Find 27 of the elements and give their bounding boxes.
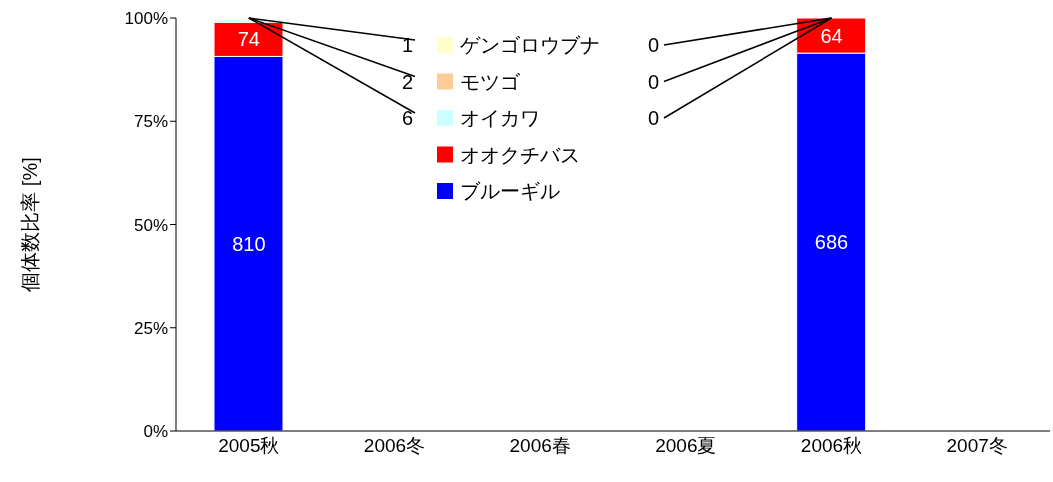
y-tick-label: 100%	[124, 9, 168, 29]
y-axis-title: 個体数比率 [%]	[19, 157, 42, 292]
y-tick-label: 50%	[133, 215, 168, 235]
annotation: 1	[401, 34, 413, 56]
x-tick-label: 2006冬	[363, 435, 426, 457]
annotation: 0	[648, 34, 660, 56]
legend-label: オイカワ	[460, 107, 540, 129]
annotation: 6	[401, 107, 413, 129]
annotation: 686	[814, 231, 849, 254]
annotation: 64	[820, 24, 843, 47]
y-tick-label: 75%	[133, 112, 168, 132]
x-tick-label: 2007冬	[946, 435, 1008, 457]
annotation: 0	[648, 70, 660, 93]
annotation: 74	[237, 28, 260, 51]
annotation: 810	[232, 232, 266, 255]
legend-label: ブルーギル	[460, 180, 560, 202]
annotation: 0	[648, 107, 660, 129]
legend-label: モツゴ	[460, 70, 521, 93]
x-tick-label: 2006秋	[800, 435, 863, 457]
x-tick-label: 2006春	[509, 435, 571, 457]
annotation: 2	[401, 70, 413, 93]
x-tick-label: 2006夏	[655, 435, 717, 457]
x-tick-label: 2005秋	[218, 435, 280, 457]
legend-label: オオクチバス	[460, 143, 580, 166]
y-tick-label: 0%	[143, 422, 168, 442]
y-tick-label: 25%	[133, 318, 168, 338]
legend-label: ゲンゴロウブナ	[460, 34, 600, 56]
